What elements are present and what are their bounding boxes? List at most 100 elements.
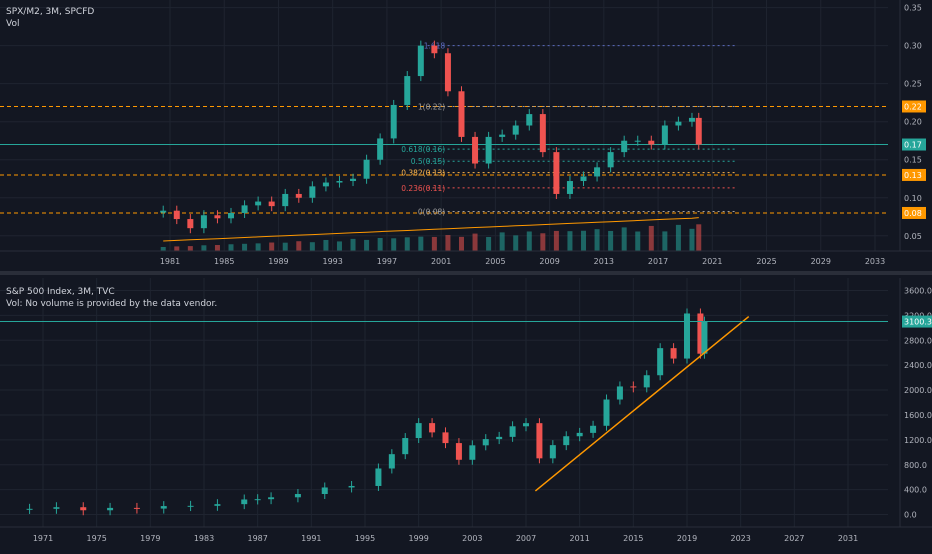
- top-x-tick-2017: 2017: [648, 257, 668, 266]
- bottom-x-tick-1999: 1999: [408, 534, 428, 543]
- top-candle: [309, 186, 316, 198]
- top-candle: [200, 215, 207, 229]
- top-volume-bar: [242, 243, 248, 251]
- top-candle: [566, 181, 573, 194]
- top-volume-bar: [350, 238, 356, 251]
- top-volume-bar: [486, 236, 492, 251]
- top-volume-bar: [567, 231, 573, 251]
- top-vol-label[interactable]: Vol: [6, 19, 20, 29]
- top-fib-label-4: 0.382(0.13): [401, 169, 445, 178]
- top-price-tag-bg-2: [902, 168, 926, 181]
- bottom-candle: [214, 504, 221, 506]
- top-candle: [458, 91, 465, 137]
- top-candle: [499, 134, 506, 137]
- bottom-candle: [455, 443, 462, 460]
- bottom-y-tick-400.0: 400.0: [904, 486, 927, 495]
- bottom-candle: [616, 386, 623, 400]
- bottom-symbol-label[interactable]: S&P 500 Index, 3M, TVC: [6, 287, 115, 297]
- top-y-tick-0.30: 0.30: [904, 42, 922, 51]
- top-y-tick-0.20: 0.20: [904, 118, 922, 127]
- bottom-vol-label[interactable]: Vol: No volume is provided by the data v…: [6, 299, 218, 309]
- bottom-candle: [563, 436, 570, 446]
- bottom-candle: [160, 506, 167, 509]
- top-volume-bar: [621, 227, 627, 251]
- bottom-x-tick-1987: 1987: [247, 534, 267, 543]
- top-candle: [241, 205, 248, 213]
- top-volume-bar: [635, 231, 641, 251]
- top-price-tag-bg-1: [902, 138, 926, 151]
- top-candle: [512, 125, 519, 135]
- top-candle: [377, 138, 384, 160]
- bottom-x-tick-2023: 2023: [730, 534, 750, 543]
- top-legend: SPX/M2, 3M, SPCFD Vol: [6, 6, 94, 30]
- top-candle: [282, 193, 289, 207]
- top-symbol-label[interactable]: SPX/M2, 3M, SPCFD: [6, 7, 95, 17]
- top-volume-bar: [214, 245, 220, 251]
- top-candle: [594, 167, 601, 177]
- top-candle: [621, 140, 628, 153]
- top-x-tick-2033: 2033: [865, 257, 885, 266]
- top-x-tick-1997: 1997: [377, 257, 397, 266]
- bottom-candle: [187, 505, 194, 507]
- top-x-tick-2001: 2001: [431, 257, 451, 266]
- top-volume-bar: [526, 231, 532, 251]
- bottom-candle: [133, 507, 140, 509]
- top-candle: [526, 114, 533, 126]
- top-x-tick-2005: 2005: [485, 257, 505, 266]
- top-volume-bar: [323, 239, 329, 251]
- top-volume-bar: [404, 237, 410, 251]
- top-y-tick-0.15: 0.15: [904, 156, 922, 165]
- top-volume-bar: [228, 244, 234, 251]
- bottom-candle: [388, 454, 395, 469]
- top-fib-label-5: 0.236(0.11): [401, 184, 445, 193]
- top-candle: [160, 210, 167, 213]
- bottom-x-tick-2031: 2031: [838, 534, 858, 543]
- bottom-candle: [603, 399, 610, 426]
- top-candle: [634, 140, 641, 142]
- top-volume-bar: [662, 231, 668, 251]
- top-candle: [214, 215, 221, 219]
- top-volume-bar: [648, 225, 654, 251]
- top-volume-bar: [581, 230, 587, 251]
- top-volume-bar: [445, 235, 451, 251]
- top-candle: [173, 210, 180, 220]
- top-volume-bar: [296, 241, 302, 251]
- bottom-price-tag-0: 3100.3: [904, 318, 932, 327]
- bottom-y-tick-3600.0: 3600.0: [904, 286, 932, 295]
- bottom-candle: [590, 425, 597, 433]
- bottom-candle: [697, 313, 704, 354]
- top-volume-bar: [391, 238, 397, 251]
- top-price-tag-bg-0: [902, 100, 926, 113]
- top-volume-bar: [201, 245, 207, 251]
- top-volume-bar: [160, 247, 166, 251]
- bottom-candle: [268, 497, 275, 500]
- top-fib-label-6: 0(0.08): [418, 207, 445, 216]
- top-candle: [350, 178, 357, 182]
- top-candle: [228, 212, 235, 219]
- bottom-candle: [348, 485, 355, 488]
- top-candle: [675, 121, 682, 126]
- bottom-x-tick-1979: 1979: [140, 534, 160, 543]
- top-y-tick-0.05: 0.05: [904, 232, 922, 241]
- bottom-x-tick-2019: 2019: [677, 534, 697, 543]
- bottom-x-tick-1983: 1983: [194, 534, 214, 543]
- bottom-candle: [643, 375, 650, 388]
- bottom-candle: [549, 445, 556, 459]
- bottom-candle: [442, 432, 449, 444]
- top-candle: [295, 193, 302, 198]
- top-x-tick-1985: 1985: [214, 257, 234, 266]
- top-x-tick-2025: 2025: [756, 257, 776, 266]
- top-candle: [580, 176, 587, 182]
- top-volume-bar: [594, 229, 600, 251]
- top-volume-bar: [553, 230, 559, 251]
- top-volume-bar: [377, 237, 383, 251]
- top-volume-bar: [513, 235, 519, 251]
- top-x-tick-2009: 2009: [539, 257, 559, 266]
- top-candle: [485, 136, 492, 164]
- top-fib-label-3: 0.5(0.15): [411, 157, 446, 166]
- bottom-candle: [107, 507, 114, 511]
- bottom-candle: [80, 507, 87, 511]
- top-volume-bar: [282, 242, 288, 251]
